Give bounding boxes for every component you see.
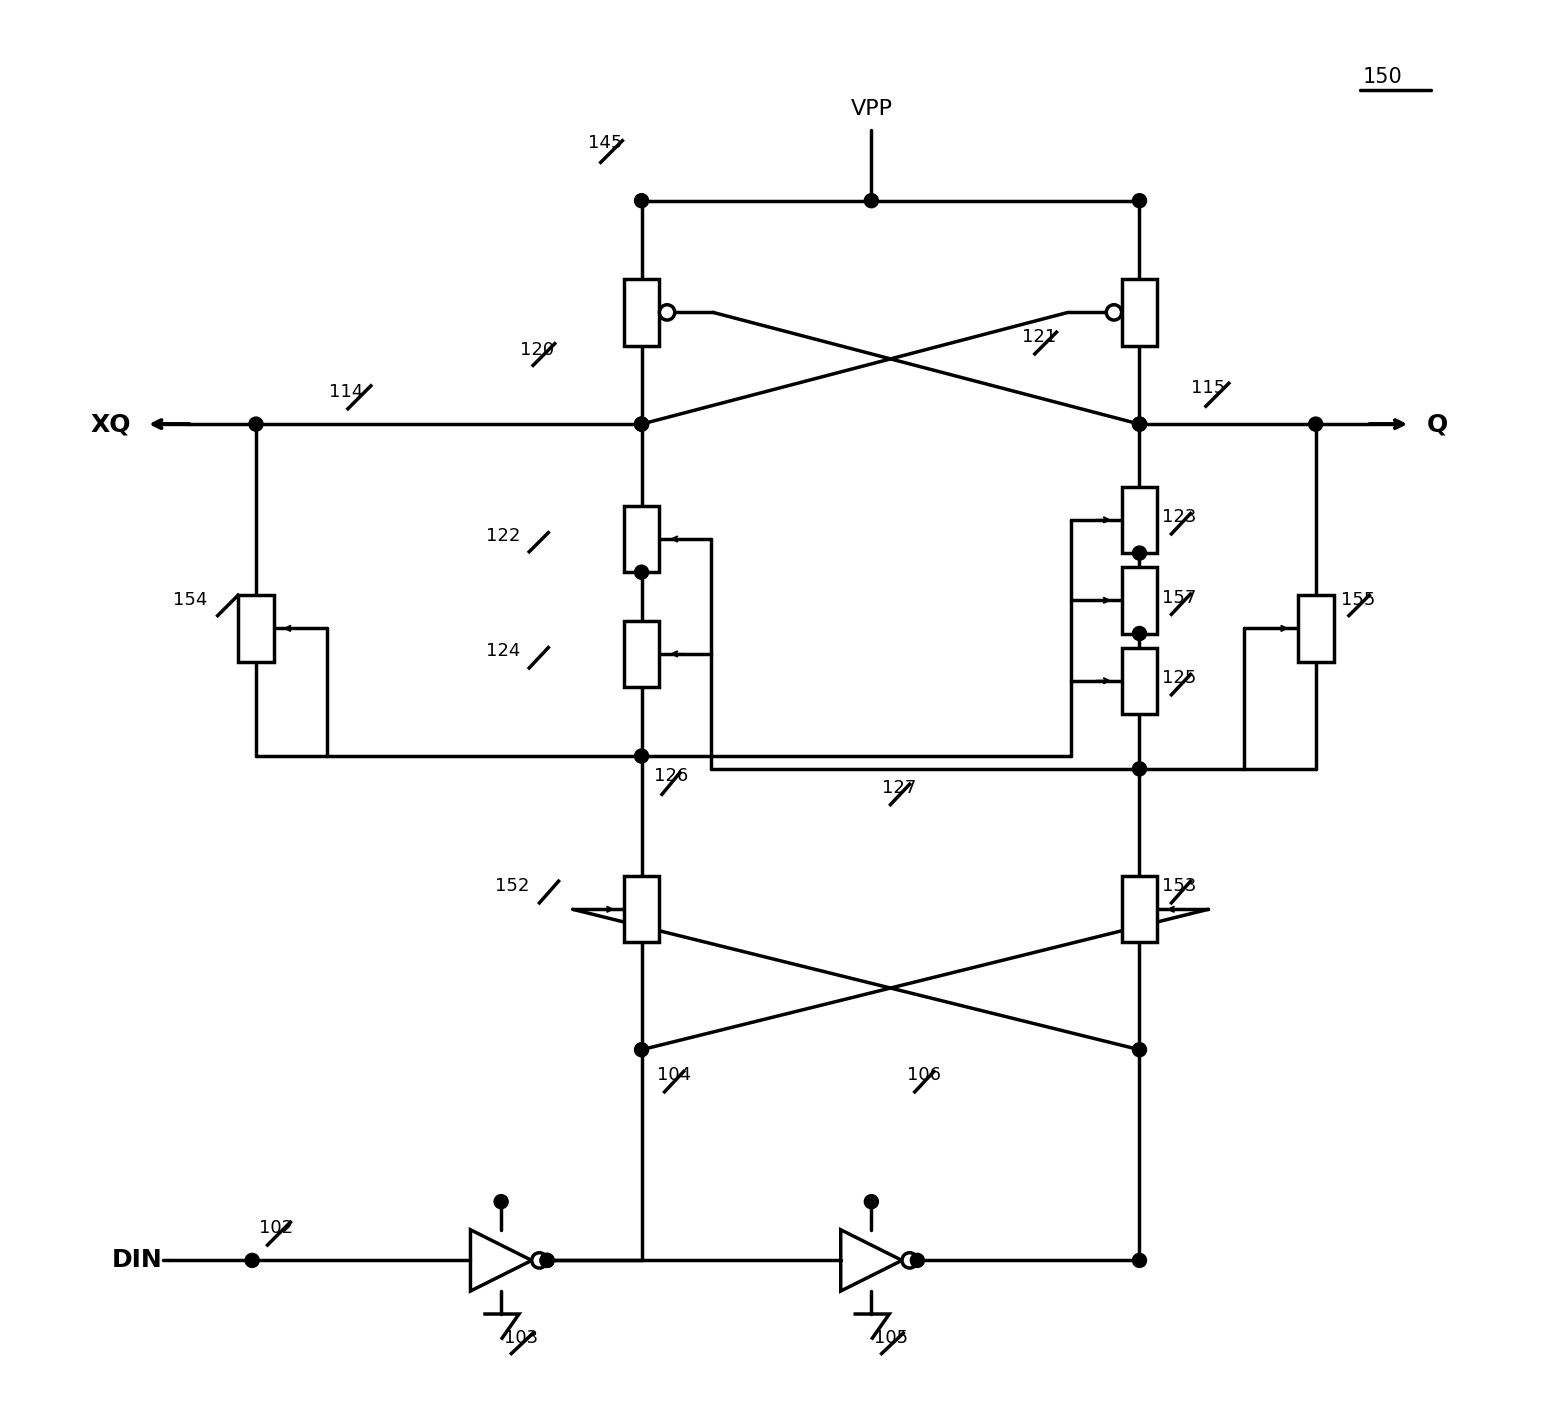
Text: XQ: XQ [91,412,131,436]
Circle shape [1132,1253,1146,1268]
Bar [624,620,660,687]
Circle shape [1132,626,1146,640]
Circle shape [635,749,649,763]
Circle shape [246,1253,260,1268]
Circle shape [635,565,649,580]
Circle shape [540,1253,554,1268]
Text: 153: 153 [1162,877,1196,895]
Bar [624,506,660,572]
Text: 120: 120 [521,341,554,360]
Circle shape [1309,417,1323,431]
Circle shape [660,305,674,320]
Text: 104: 104 [657,1066,691,1084]
Text: 103: 103 [504,1330,538,1348]
Bar [1121,876,1157,942]
Text: Q: Q [1426,412,1448,436]
Bar [1298,595,1334,661]
Circle shape [1132,417,1146,431]
Circle shape [532,1252,547,1268]
Circle shape [865,193,879,207]
Circle shape [1132,761,1146,776]
Circle shape [1132,546,1146,560]
Circle shape [635,193,649,207]
Text: 114: 114 [328,384,363,402]
Text: 126: 126 [654,767,688,785]
Text: 102: 102 [258,1220,292,1238]
Text: 115: 115 [1190,379,1225,398]
Text: 150: 150 [1362,66,1403,87]
Bar [1121,567,1157,633]
Bar [1121,486,1157,553]
Text: 127: 127 [882,778,917,797]
Text: 125: 125 [1162,670,1196,687]
Circle shape [635,417,649,431]
Text: 123: 123 [1162,509,1196,526]
Text: 154: 154 [174,591,208,609]
Bar [624,876,660,942]
Circle shape [635,1043,649,1056]
Bar [1121,279,1157,345]
Text: 124: 124 [486,643,521,660]
Circle shape [1132,193,1146,207]
Bar [238,595,274,661]
Text: 121: 121 [1021,329,1056,347]
Text: 106: 106 [907,1066,942,1084]
Text: 155: 155 [1342,591,1376,609]
Text: 145: 145 [588,134,622,152]
Text: 122: 122 [486,527,521,546]
Circle shape [249,417,263,431]
Circle shape [910,1253,924,1268]
Circle shape [635,417,649,431]
Bar [1121,647,1157,713]
Text: DIN: DIN [113,1248,163,1272]
Circle shape [540,1253,554,1268]
Bar [624,279,660,345]
Circle shape [1132,417,1146,431]
Text: 105: 105 [874,1330,909,1348]
Text: VPP: VPP [851,99,893,118]
Circle shape [1106,305,1121,320]
Circle shape [902,1252,918,1268]
Circle shape [494,1194,508,1208]
Circle shape [865,1194,879,1208]
Text: 157: 157 [1162,589,1196,606]
Circle shape [1132,1043,1146,1056]
Text: 152: 152 [494,877,529,895]
